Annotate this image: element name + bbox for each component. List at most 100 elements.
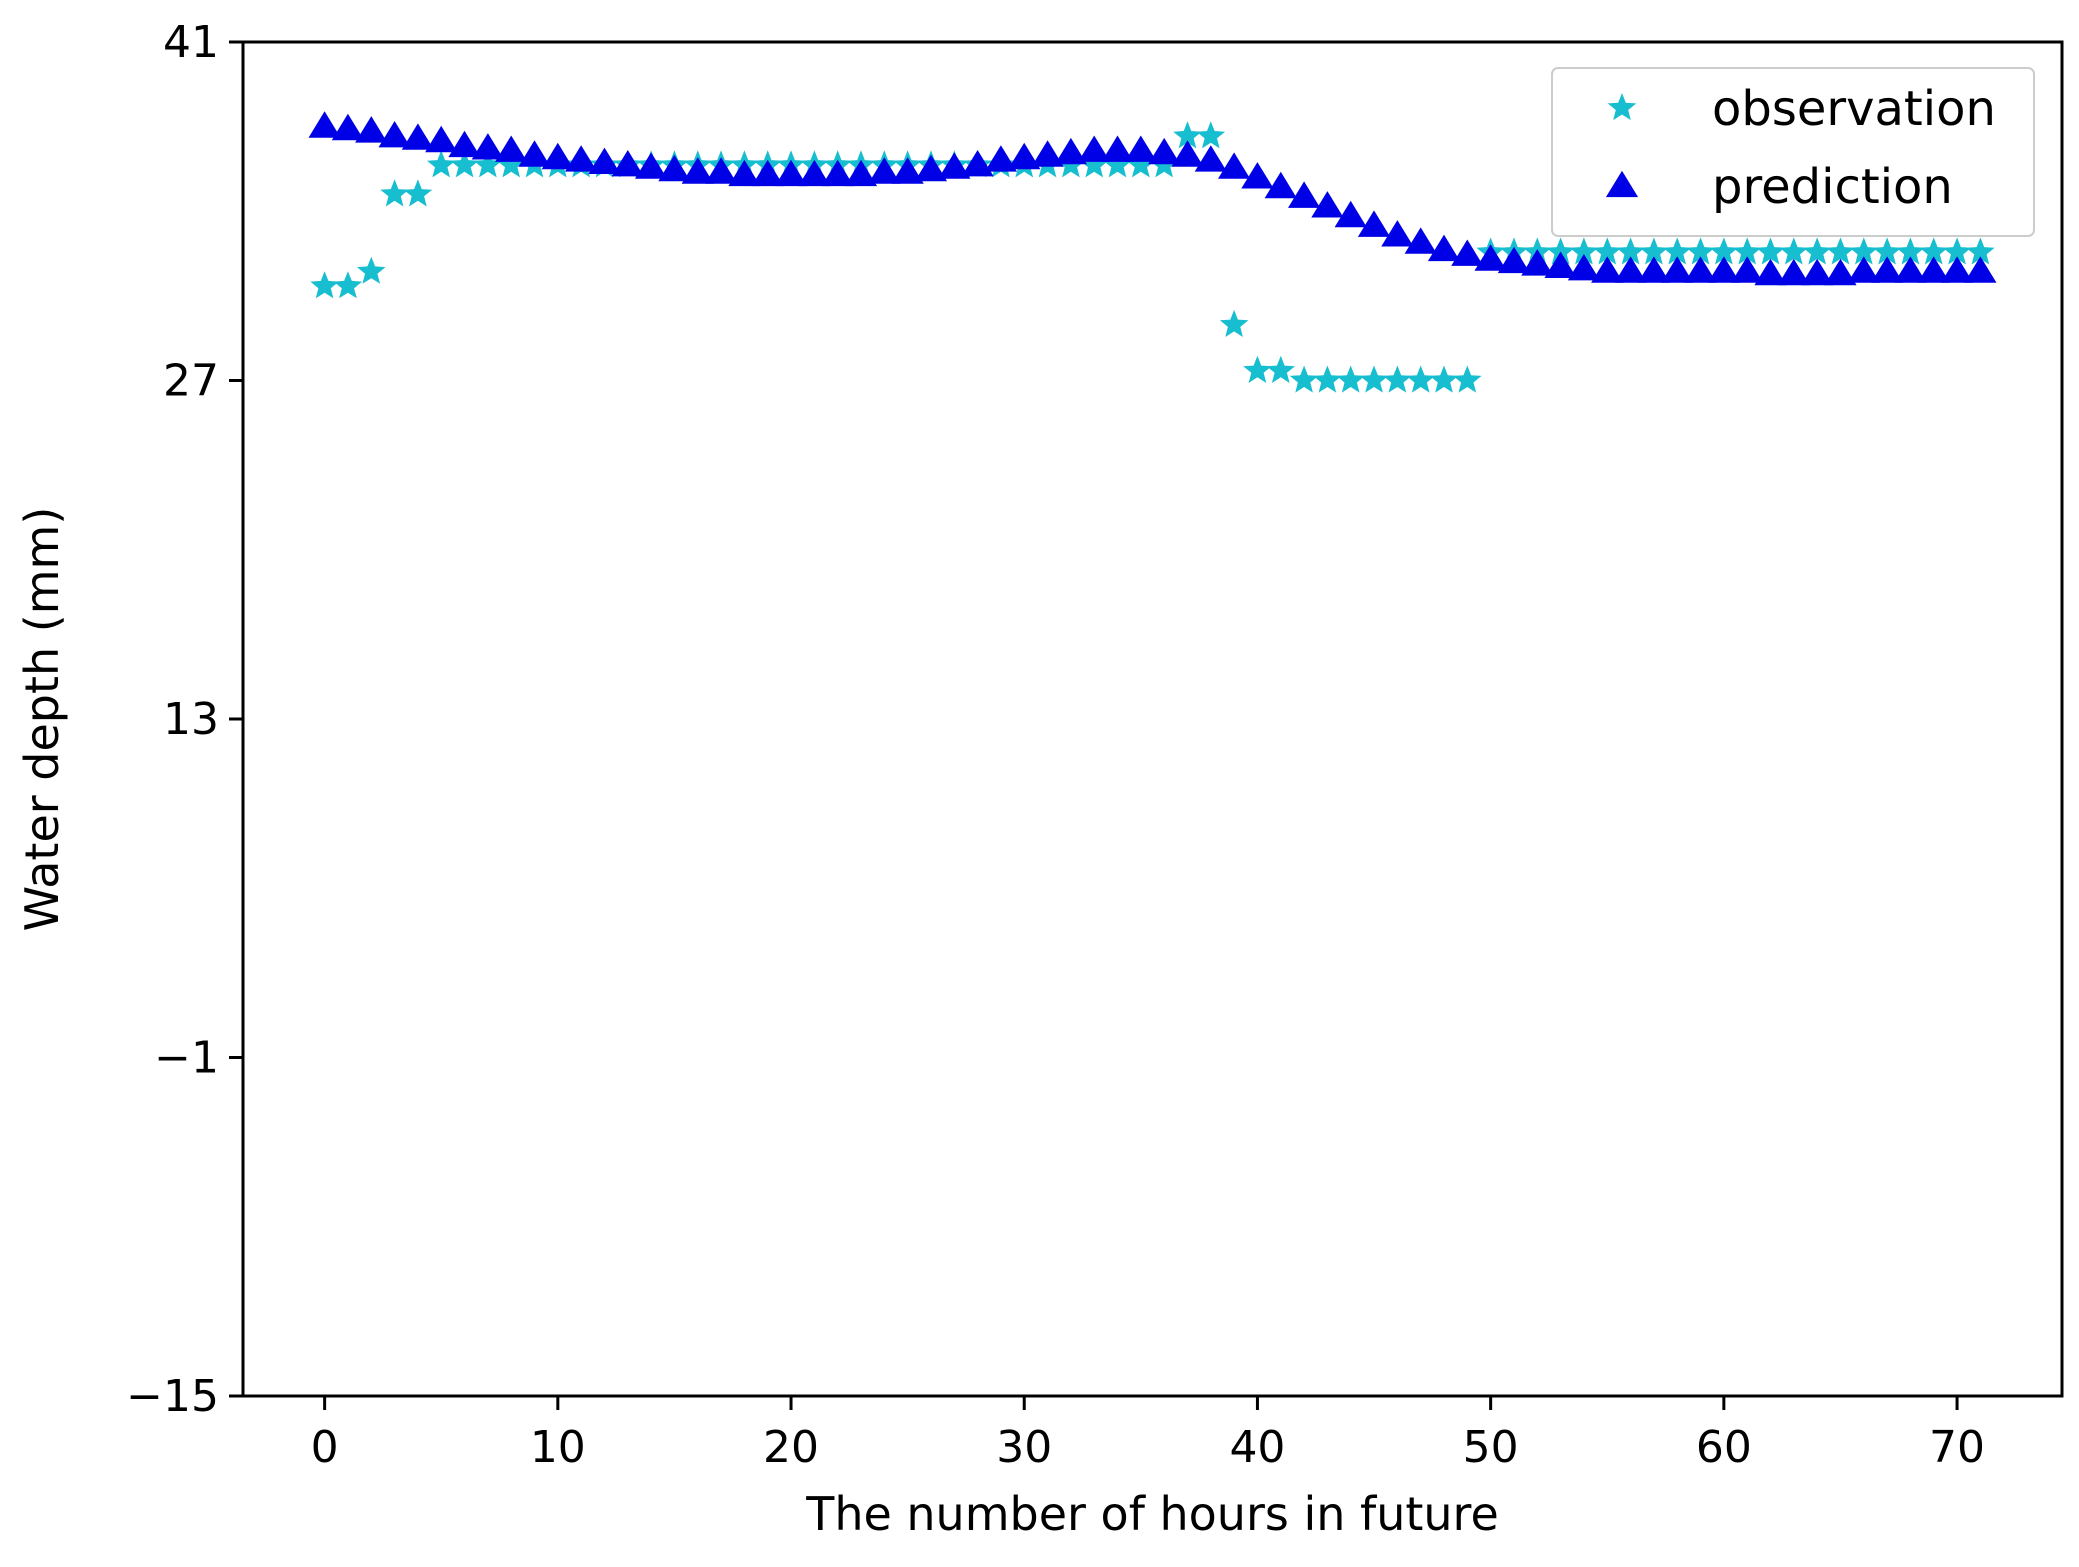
observation-point [1336, 365, 1365, 393]
prediction-point [1637, 256, 1670, 283]
prediction-point [518, 140, 551, 167]
observation-point [1196, 121, 1226, 149]
prediction-point [1871, 256, 1904, 283]
observation-point [496, 150, 526, 178]
series-prediction [308, 111, 1997, 286]
prediction-point [1754, 258, 1787, 286]
observation-point [1942, 237, 1972, 265]
legend-label-observation: observation [1712, 81, 1996, 137]
prediction-point [1707, 256, 1740, 283]
y-axis-title: Water depth (mm) [15, 507, 69, 932]
prediction-point [868, 157, 901, 184]
x-tick-label: 40 [1229, 1422, 1285, 1473]
observation-point [310, 271, 339, 299]
y-tick-label: −15 [126, 1371, 219, 1422]
y-tick-label: −1 [154, 1033, 219, 1084]
prediction-point [1544, 251, 1577, 278]
prediction-point [1288, 181, 1321, 208]
prediction-point [1777, 258, 1810, 286]
observation-point [1289, 365, 1319, 393]
prediction-point [1824, 258, 1857, 286]
prediction-point [1404, 227, 1437, 254]
prediction-point [961, 150, 994, 177]
prediction-point [588, 147, 621, 174]
x-tick-label: 50 [1463, 1422, 1519, 1473]
legend-marker-prediction [1605, 170, 1639, 198]
observation-point [1243, 355, 1272, 383]
observation-point [1802, 237, 1832, 265]
prediction-point [1614, 256, 1647, 283]
prediction-point [938, 152, 971, 179]
observation-point [1709, 237, 1739, 265]
prediction-point [471, 133, 504, 160]
prediction-point [448, 130, 481, 158]
observation-point [1359, 365, 1389, 393]
prediction-point [1311, 191, 1344, 218]
prediction-point [1940, 256, 1974, 283]
observation-point [1126, 150, 1156, 178]
prediction-point [1474, 244, 1507, 271]
x-axis-ticks: 0 10 20 30 40 50 60 70 [311, 1396, 1985, 1473]
series-layer [308, 111, 1997, 393]
prediction-point [914, 154, 948, 182]
prediction-point [1521, 249, 1554, 276]
x-tick-label: 60 [1696, 1422, 1752, 1473]
prediction-point [378, 121, 411, 148]
observation-point [380, 179, 409, 207]
legend-marker-observation [1607, 93, 1637, 121]
observation-point [1569, 237, 1599, 265]
prediction-point [658, 154, 691, 182]
prediction-point [891, 157, 924, 184]
observation-point [1546, 237, 1575, 265]
prediction-point [1894, 256, 1927, 283]
observation-point [427, 150, 456, 178]
prediction-point [1451, 239, 1484, 266]
observation-point [333, 271, 363, 299]
prediction-point [681, 157, 714, 184]
observation-point [450, 150, 479, 178]
prediction-point [1054, 137, 1087, 165]
prediction-point [331, 113, 365, 141]
observation-point [1593, 237, 1622, 265]
observation-point [1732, 237, 1762, 265]
legend-label-prediction: prediction [1712, 159, 1953, 215]
observation-point [1849, 237, 1878, 265]
x-tick-label: 20 [763, 1422, 819, 1473]
prediction-point [1731, 256, 1764, 283]
observation-point [1896, 237, 1925, 265]
legend-observation-swatch [1607, 93, 1637, 121]
prediction-point [401, 123, 434, 150]
prediction-point [355, 116, 388, 143]
prediction-point [1264, 171, 1297, 199]
prediction-point [1497, 246, 1531, 274]
prediction-point [1334, 200, 1367, 228]
x-tick-label: 0 [311, 1422, 339, 1473]
prediction-point [495, 135, 528, 162]
prediction-point [1101, 135, 1134, 162]
prediction-point [1148, 137, 1181, 165]
x-tick-label: 30 [996, 1422, 1052, 1473]
prediction-point [1008, 142, 1041, 170]
prediction-point [1031, 140, 1064, 167]
prediction-point [1567, 254, 1600, 281]
prediction-point [1684, 256, 1717, 283]
observation-point [1779, 237, 1809, 265]
observation-point [1686, 237, 1715, 265]
prediction-point [611, 150, 644, 177]
legend: observation prediction [1551, 67, 2035, 237]
observation-point [1266, 355, 1295, 383]
observation-point [1406, 365, 1435, 393]
observation-point [1616, 237, 1645, 265]
prediction-point [705, 157, 738, 184]
prediction-point [984, 145, 1017, 172]
prediction-point [1357, 210, 1391, 237]
prediction-point [1124, 135, 1157, 162]
x-tick-label: 70 [1929, 1422, 1985, 1473]
prediction-point [1964, 256, 1997, 283]
observation-point [1313, 365, 1342, 393]
prediction-point [425, 125, 458, 153]
prediction-point [1661, 256, 1694, 283]
